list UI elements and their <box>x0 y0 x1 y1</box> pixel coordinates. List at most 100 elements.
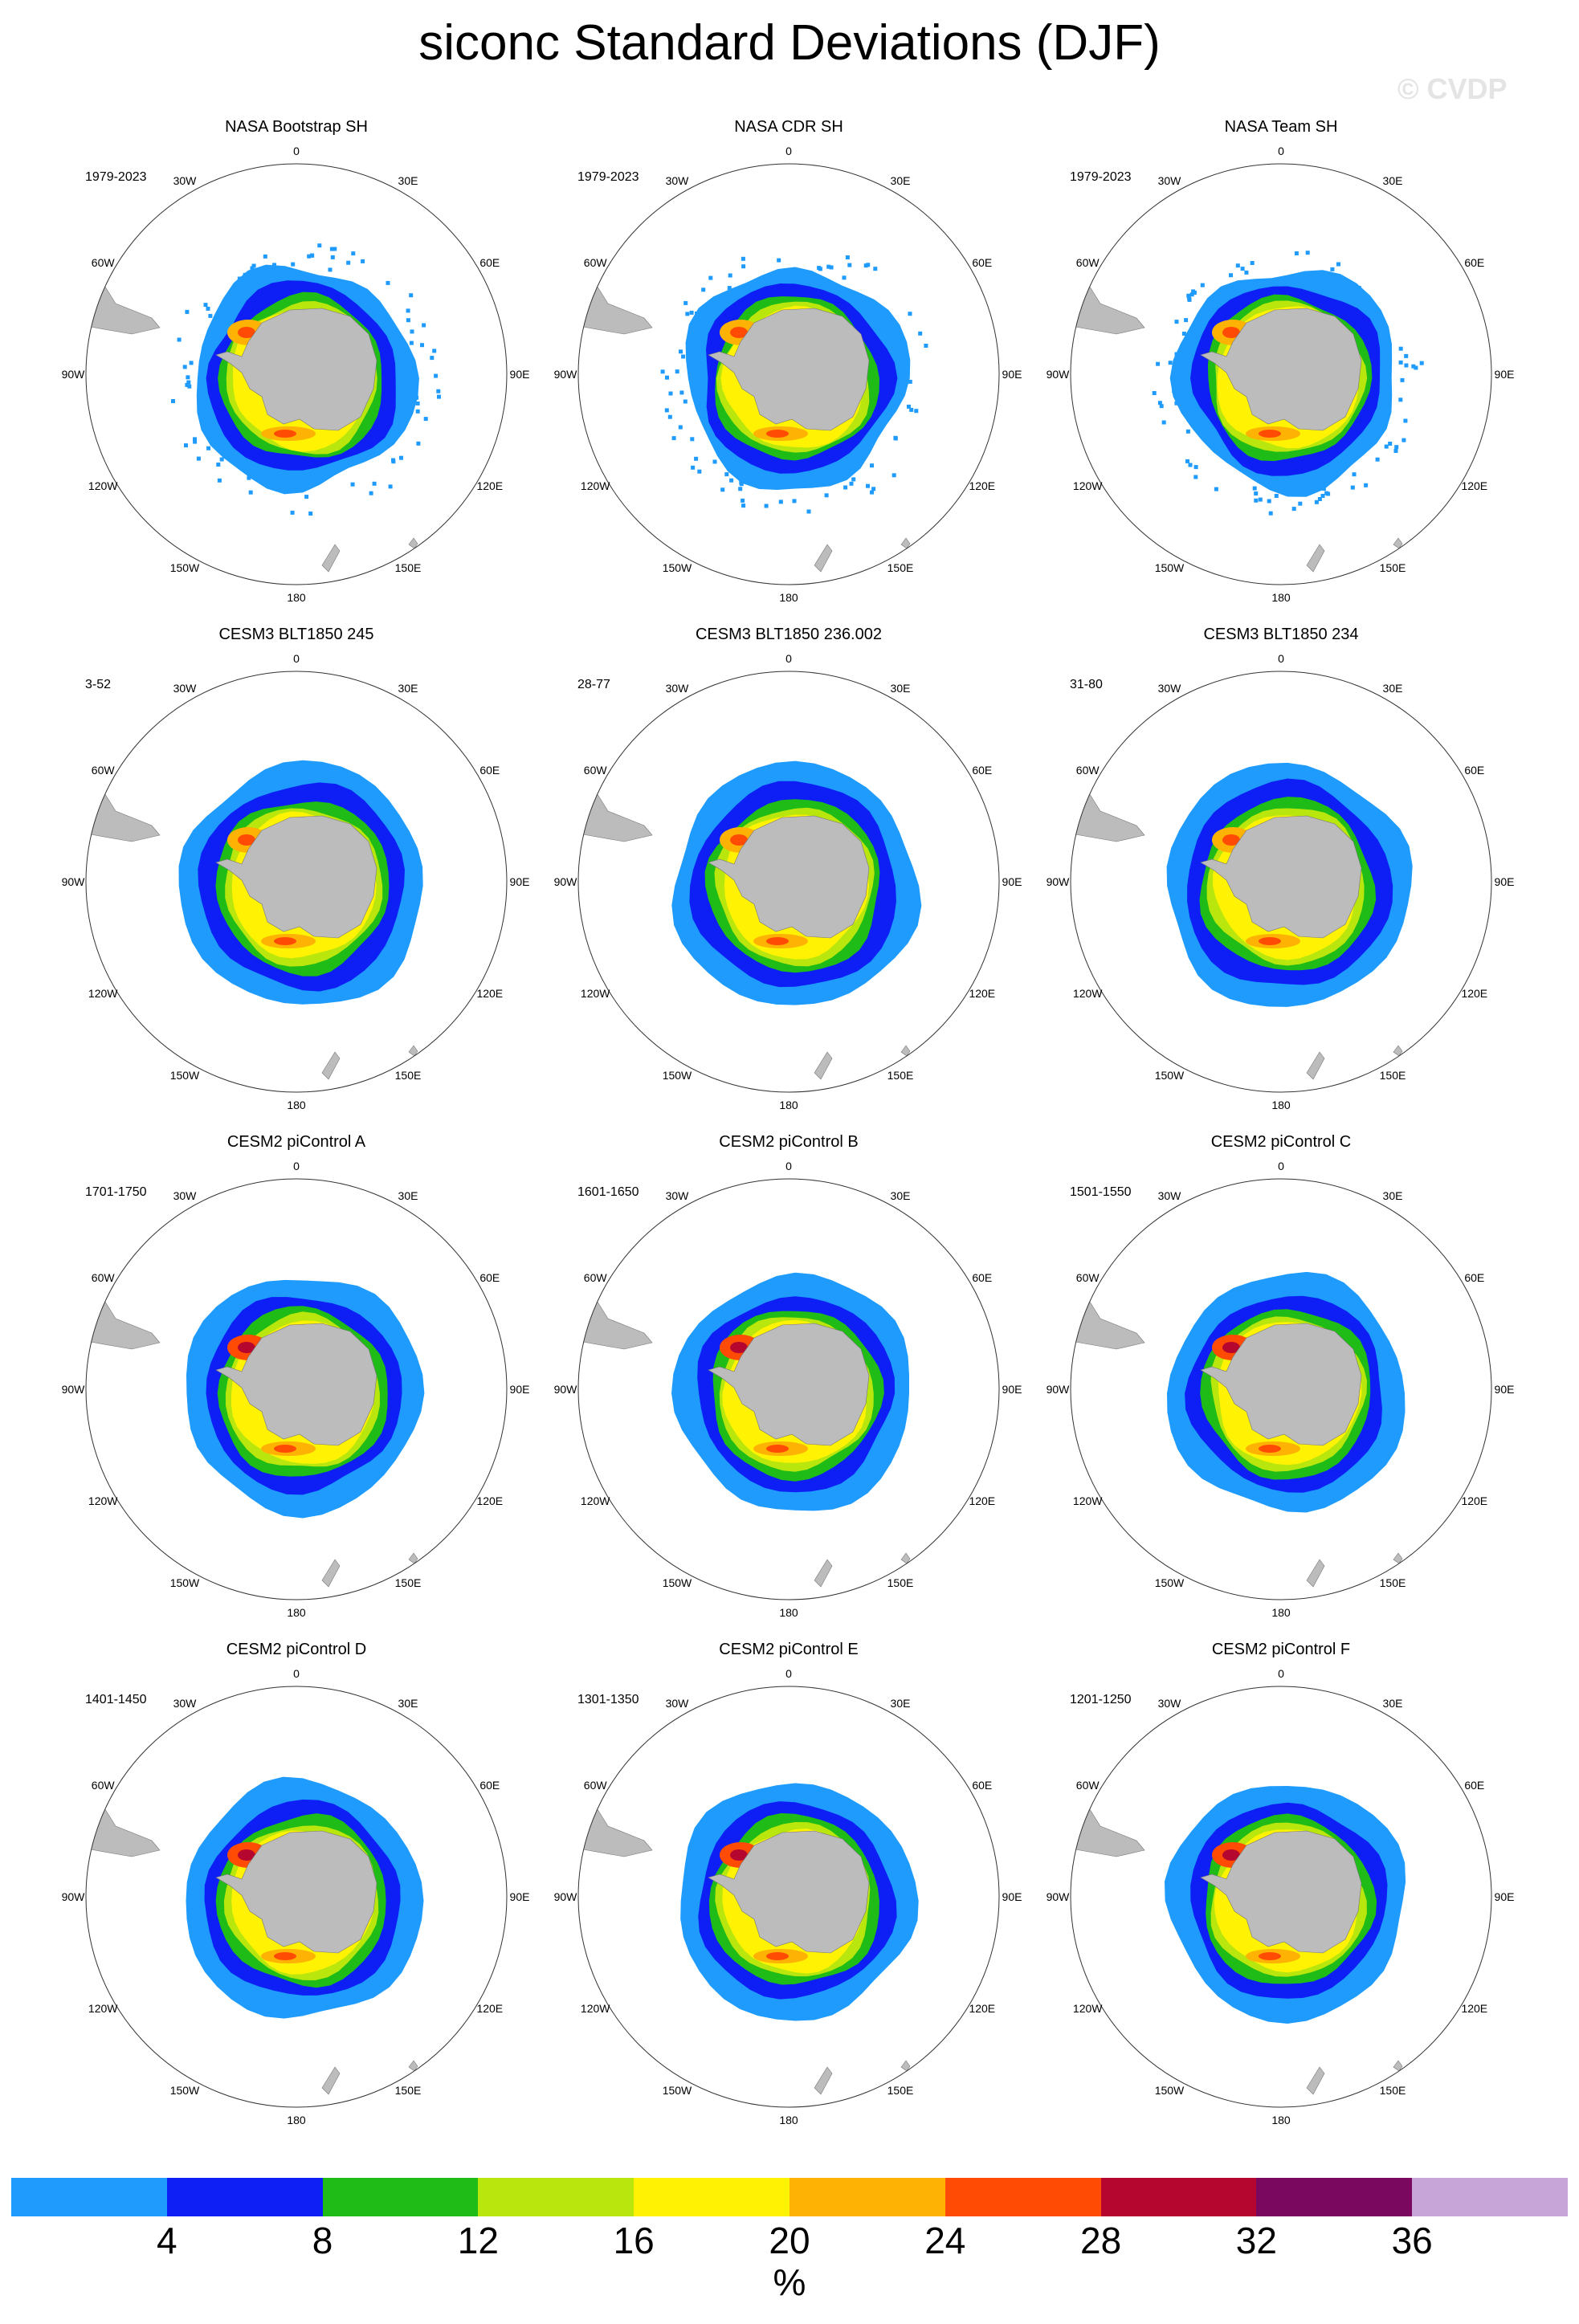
ice-cell <box>1161 420 1166 425</box>
longitude-label: 90E <box>1002 1383 1022 1396</box>
ice-cell <box>406 308 410 313</box>
longitude-label: 150W <box>1155 561 1185 574</box>
longitude-label: 60E <box>479 1779 500 1792</box>
ice-cell <box>863 263 868 268</box>
south-america-land <box>1071 277 1145 335</box>
ice-cell <box>724 472 729 477</box>
longitude-label: 0 <box>1278 145 1284 157</box>
ice-cell <box>391 459 396 464</box>
ice-cell <box>248 490 253 495</box>
polar-map: 0 30E 60E 90E 120E 150E 180 150W 120W 90W 60W 30W <box>1047 1160 1515 1619</box>
longitude-label: 150E <box>887 561 914 574</box>
longitude-label: 90E <box>510 368 530 381</box>
ice-cell <box>208 313 213 318</box>
map-border <box>1070 1178 1492 1600</box>
ice-cell <box>738 487 743 491</box>
tasmania-land <box>408 2060 418 2072</box>
longitude-label: 180 <box>287 1606 306 1619</box>
ice-cell <box>234 285 239 289</box>
longitude-label: 180 <box>1271 591 1291 604</box>
longitude-label: 120W <box>88 1494 118 1507</box>
ice-cell <box>806 509 811 514</box>
map-panel: CESM3 BLT1850 245 3-52 0 30E 60E 90E 120E 150E 1… <box>50 625 543 1131</box>
antarctica-land <box>215 308 377 431</box>
longitude-label: 180 <box>287 1099 306 1111</box>
ice-cell <box>694 456 699 461</box>
new-zealand-land <box>1306 2066 1325 2095</box>
longitude-label: 180 <box>779 2114 798 2126</box>
colorbar-tick-label: 32 <box>1235 2220 1277 2261</box>
longitude-label: 90E <box>1495 1383 1515 1396</box>
longitude-label: 150W <box>170 561 200 574</box>
longitude-label: 30W <box>666 1697 690 1710</box>
ice-cell <box>1187 296 1192 301</box>
longitude-label: 120E <box>969 987 995 1000</box>
tasmania-land <box>1393 2060 1403 2072</box>
ice-cell <box>206 446 211 451</box>
ice-cell <box>1189 292 1194 297</box>
longitude-label: 60W <box>92 764 116 777</box>
longitude-label: 120E <box>969 479 995 492</box>
south-america-land <box>578 1800 653 1857</box>
colorbar <box>11 2178 1569 2216</box>
map-border <box>1070 671 1492 1093</box>
ice-cell <box>263 254 267 259</box>
polar-map: 0 30E 60E 90E 120E 150E 180 150W 120W 90W 60W 30W <box>1047 145 1515 604</box>
ice-cell <box>660 369 665 374</box>
longitude-label: 180 <box>287 591 306 604</box>
ice-cell <box>1250 261 1255 265</box>
ice-cell <box>695 312 699 316</box>
longitude-label: 90E <box>510 1383 530 1396</box>
longitude-label: 120E <box>476 987 503 1000</box>
ice-cell <box>1188 463 1193 467</box>
weddell-core <box>730 1849 748 1861</box>
ice-cell <box>1168 361 1173 365</box>
ice-cell <box>369 491 373 495</box>
longitude-label: 90W <box>62 875 86 888</box>
longitude-label: 30E <box>398 682 418 695</box>
new-zealand-land <box>1306 1051 1325 1080</box>
ice-cell <box>1174 320 1179 324</box>
ice-cell <box>1317 497 1322 501</box>
ice-cell <box>1267 499 1271 504</box>
ice-cell <box>1235 263 1240 268</box>
panel-period: 1701-1750 <box>85 1185 147 1199</box>
longitude-label: 60W <box>92 1271 116 1284</box>
new-zealand-land <box>1306 1559 1325 1588</box>
ice-cell <box>196 456 201 461</box>
longitude-label: 150W <box>170 1576 200 1589</box>
longitude-label: 0 <box>293 1160 300 1172</box>
ice-cell <box>437 394 441 399</box>
longitude-label: 90W <box>554 875 578 888</box>
polar-map: 0 30E 60E 90E 120E 150E 180 150W 120W 90W 60W 30W <box>62 1667 530 2126</box>
map-panel: CESM2 piControl A 1701-1750 0 30E 60E 90E 120E… <box>50 1132 543 1638</box>
south-america-land <box>1071 785 1145 842</box>
longitude-label: 180 <box>779 1606 798 1619</box>
longitude-label: 60E <box>972 764 992 777</box>
longitude-label: 0 <box>785 1667 792 1680</box>
longitude-label: 150E <box>395 2084 422 2097</box>
ice-cell <box>346 260 351 265</box>
longitude-label: 90W <box>62 1383 86 1396</box>
longitude-label: 90E <box>1495 875 1515 888</box>
ice-cell <box>434 373 439 378</box>
tasmania-land <box>408 537 418 549</box>
weddell-core <box>238 834 255 846</box>
longitude-label: 90W <box>1047 1890 1071 1903</box>
ice-cell <box>851 477 856 482</box>
longitude-label: 60W <box>92 256 116 269</box>
ice-cell <box>388 484 393 489</box>
new-zealand-land <box>321 1051 341 1080</box>
ice-cell <box>1193 475 1198 479</box>
longitude-label: 120W <box>581 1494 610 1507</box>
panel-title: CESM2 piControl D <box>226 1641 367 1658</box>
longitude-label: 30W <box>1158 1697 1182 1710</box>
longitude-label: 60E <box>479 764 500 777</box>
ross-core <box>1259 1445 1281 1453</box>
colorbar-tick-label: 20 <box>769 2220 810 2261</box>
longitude-label: 60W <box>1076 1271 1100 1284</box>
longitude-label: 60E <box>972 1271 992 1284</box>
longitude-label: 60W <box>1076 764 1100 777</box>
ice-cell <box>1156 361 1161 366</box>
map-panel: CESM3 BLT1850 234 31-80 0 30E 60E 90E 120E 150E… <box>1034 625 1528 1131</box>
